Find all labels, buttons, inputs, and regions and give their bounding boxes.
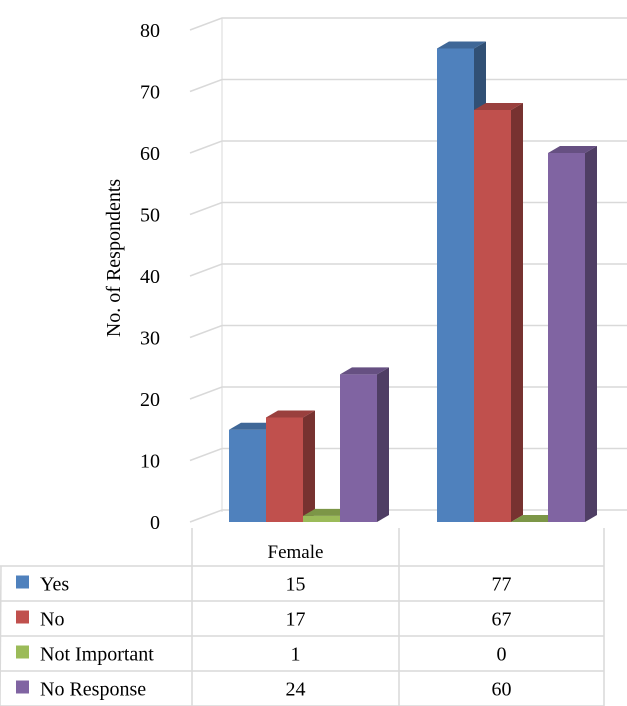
- category-label: Female: [268, 542, 324, 563]
- table-cell: 67: [492, 609, 512, 631]
- gridline: [189, 17, 627, 31]
- legend-label: Not Important: [40, 644, 154, 666]
- bar-no-1: [474, 102, 523, 522]
- data-table: Female Yes 15 77 No 17 67 Not Important 1 0 No Res…: [0, 528, 605, 706]
- legend-swatch: [16, 575, 29, 589]
- bar-no-response-1: [548, 146, 597, 522]
- table-cell: 24: [286, 679, 306, 701]
- gridline: [189, 78, 627, 93]
- legend-label: No: [40, 609, 64, 631]
- y-tick-label: 10: [140, 451, 160, 473]
- bars: [229, 41, 597, 522]
- y-tick-label: 20: [140, 389, 160, 411]
- y-axis-label: No. of Respondents: [103, 179, 125, 338]
- y-tick-label: 0: [150, 512, 160, 534]
- table-cell: 15: [286, 574, 306, 596]
- y-axis-ticks: 0 10 20 30 40 50 60 70 80: [140, 20, 160, 534]
- bar-not-important-1: [511, 515, 560, 522]
- y-tick-label: 80: [140, 20, 160, 42]
- bar-no-0: [266, 410, 315, 522]
- legend-label: No Response: [40, 679, 146, 701]
- table-cell: 0: [497, 644, 507, 666]
- gridlines: [189, 17, 627, 523]
- y-tick-label: 30: [140, 328, 160, 350]
- table-cell: 1: [291, 644, 301, 666]
- y-tick-label: 60: [140, 143, 160, 165]
- table-cell: 17: [286, 609, 306, 631]
- legend-swatch: [16, 680, 29, 694]
- y-tick-label: 40: [140, 266, 160, 288]
- legend-swatch: [16, 610, 29, 624]
- table-cell: 77: [492, 574, 512, 596]
- legend-label: Yes: [40, 574, 69, 596]
- bar-no-response-0: [340, 367, 389, 522]
- legend-swatch: [16, 645, 29, 659]
- table-cell: 60: [492, 679, 512, 701]
- y-tick-label: 50: [140, 205, 160, 227]
- y-tick-label: 70: [140, 82, 160, 104]
